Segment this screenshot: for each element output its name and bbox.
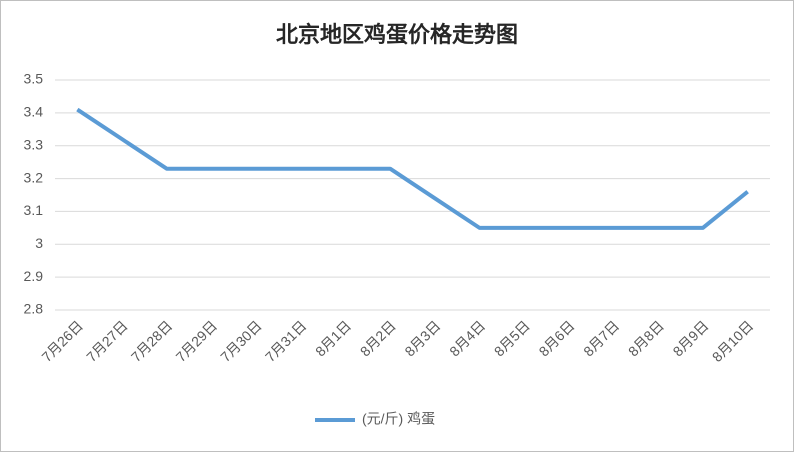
y-tick-label: 3.5	[24, 71, 44, 87]
legend-label: (元/斤) 鸡蛋	[362, 411, 435, 427]
y-tick-label: 3	[35, 235, 43, 251]
y-tick-label: 3.2	[24, 169, 44, 185]
y-tick-label: 3.1	[24, 202, 44, 218]
chart-title: 北京地区鸡蛋价格走势图	[276, 22, 518, 47]
y-tick-label: 3.3	[24, 136, 44, 152]
y-tick-label: 2.9	[24, 268, 44, 284]
series-line	[76, 107, 749, 230]
y-tick-label: 3.4	[24, 104, 44, 120]
y-tick-label: 2.8	[24, 301, 44, 317]
